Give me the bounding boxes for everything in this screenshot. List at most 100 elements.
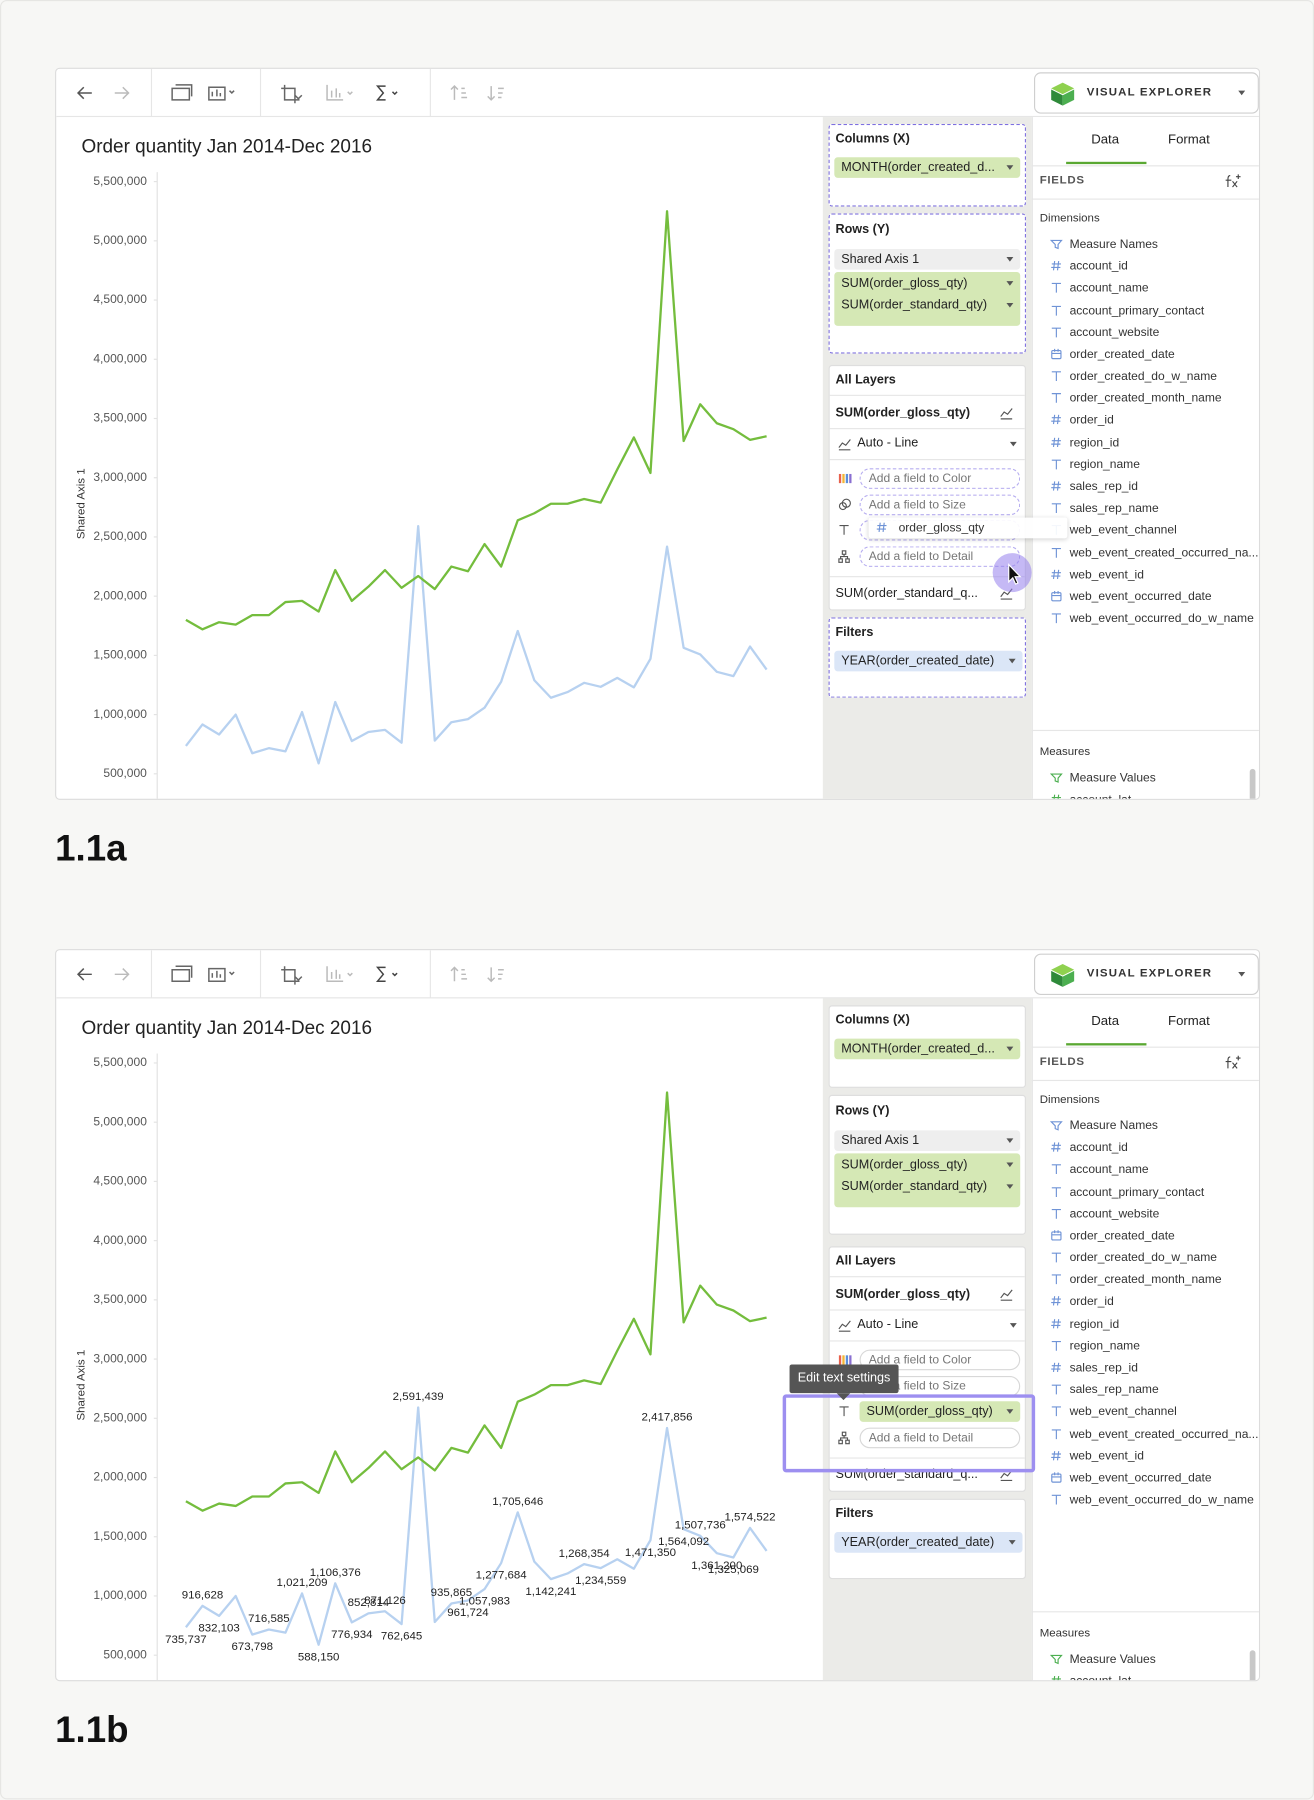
pill-text[interactable]: MONTH(order_created_d... — [841, 160, 995, 175]
pane-tab[interactable]: Data — [1091, 133, 1120, 147]
field-pill[interactable]: SUM(order_standard_qty) — [834, 1176, 1020, 1197]
field-item[interactable]: sales_rep_id — [1069, 1361, 1138, 1375]
separator — [829, 1276, 1025, 1278]
field-item[interactable]: region_name — [1069, 457, 1140, 472]
pill-text[interactable]: Shared Axis 1 — [841, 252, 920, 267]
field-item[interactable]: Measure Names — [1069, 237, 1158, 252]
y-axis-title: Shared Axis 1 — [76, 1350, 88, 1421]
field-item[interactable]: order_created_do_w_name — [1069, 369, 1217, 384]
filter-pill[interactable]: YEAR(order_created_date) — [834, 1532, 1023, 1553]
data-label: 2,591,439 — [393, 1391, 444, 1403]
field-item[interactable]: account_name — [1069, 281, 1149, 296]
caret-shape — [1006, 257, 1014, 262]
toolbar-button — [281, 84, 303, 104]
field-item[interactable]: sales_rep_name — [1069, 1383, 1159, 1397]
field-item[interactable]: web_event_channel — [1069, 523, 1177, 538]
field-item[interactable]: web_event_created_occurred_na... — [1069, 1427, 1259, 1441]
app-switcher[interactable]: VISUAL EXPLORER — [1033, 72, 1259, 114]
pill-text[interactable]: SUM(order_gloss_qty) — [841, 276, 968, 291]
field-item[interactable]: order_id — [1069, 413, 1114, 428]
field-item[interactable]: account_primary_contact — [1069, 303, 1205, 318]
pill-text[interactable]: SUM(order_standard_qty) — [841, 298, 988, 313]
pill-text[interactable]: SUM(order_standard_qty) — [841, 1179, 988, 1194]
drop-slot[interactable]: Add a field to Detail — [859, 546, 1021, 568]
dropdown-caret — [1006, 1138, 1014, 1144]
field-item[interactable]: order_created_month_name — [1069, 1272, 1222, 1287]
pill-text[interactable]: SUM(order_gloss_qty) — [866, 1405, 993, 1419]
field-item[interactable]: web_event_channel — [1069, 1405, 1177, 1419]
separator — [829, 1309, 1025, 1311]
field-item[interactable]: account_primary_contact — [1069, 1184, 1205, 1199]
icon-strokes — [1051, 1450, 1061, 1461]
mark-type[interactable]: Auto - Line — [857, 436, 919, 450]
drop-slot[interactable]: Add a field to Color — [859, 1349, 1021, 1371]
mark-icon — [1000, 1469, 1013, 1481]
size-icon — [838, 498, 851, 510]
field-item[interactable]: sales_rep_name — [1069, 501, 1159, 516]
mark-type[interactable]: Auto - Line — [857, 1317, 919, 1332]
field-item[interactable]: order_created_month_name — [1069, 391, 1222, 406]
field-item[interactable]: account_website — [1069, 325, 1160, 340]
field-pill[interactable]: MONTH(order_created_d... — [834, 157, 1021, 178]
drop-slot[interactable]: Add a field to Color — [859, 468, 1021, 489]
field-item[interactable]: account_id — [1069, 1140, 1128, 1155]
field-item[interactable]: order_id — [1069, 1294, 1114, 1309]
icon-part — [1051, 503, 1061, 514]
layer-name[interactable]: SUM(order_standard_q... — [835, 586, 978, 601]
axis-pill[interactable]: Shared Axis 1 — [834, 1130, 1021, 1152]
pane-tab[interactable]: Data — [1091, 1014, 1120, 1029]
field-item[interactable]: account_id — [1069, 259, 1128, 274]
drop-slot[interactable]: Add a field to Detail — [859, 1427, 1021, 1449]
field-pill[interactable]: SUM(order_standard_qty) — [834, 295, 1020, 316]
field-item[interactable]: web_event_occurred_date — [1069, 589, 1212, 604]
app-switcher[interactable]: VISUAL EXPLORER — [1033, 953, 1259, 995]
layer-name[interactable]: SUM(order_gloss_qty) — [835, 1287, 971, 1302]
pane-tab[interactable]: Format — [1168, 1014, 1210, 1029]
pill-text[interactable]: SUM(order_gloss_qty) — [841, 1157, 968, 1172]
field-item[interactable]: region_name — [1069, 1339, 1140, 1353]
drag-chip: order_gloss_qty — [868, 517, 1068, 539]
field-item[interactable]: order_created_date — [1069, 1228, 1175, 1243]
pane-tab[interactable]: Format — [1168, 133, 1210, 147]
field-item[interactable]: web_event_id — [1069, 1449, 1144, 1463]
field-item[interactable]: account_website — [1069, 1206, 1160, 1221]
field-item[interactable]: web_event_id — [1069, 567, 1144, 582]
field-item[interactable]: account_name — [1069, 1162, 1149, 1177]
icon-part — [845, 473, 849, 484]
field-item[interactable]: order_created_do_w_name — [1069, 1250, 1217, 1265]
icon-part — [876, 522, 887, 532]
filter-pill[interactable]: YEAR(order_created_date) — [834, 650, 1023, 672]
field-pill[interactable]: SUM(order_gloss_qty) — [834, 1154, 1020, 1175]
field-item[interactable]: Measure Names — [1069, 1118, 1158, 1133]
field-item[interactable]: web_event_occurred_do_w_name — [1069, 1493, 1254, 1507]
field-item[interactable]: order_created_date — [1069, 347, 1175, 362]
drop-slot[interactable]: Add a field to Size — [859, 494, 1021, 515]
y-tick-label: 3,500,000 — [93, 411, 147, 425]
pill-text[interactable]: Shared Axis 1 — [841, 1133, 920, 1148]
text-icon — [1051, 503, 1061, 514]
field-item[interactable]: account_lat — [1070, 792, 1132, 799]
data-pane — [1031, 117, 1259, 799]
field-item[interactable]: account_lat — [1070, 1673, 1132, 1681]
icon-strokes — [1051, 1164, 1061, 1175]
field-item[interactable]: sales_rep_id — [1069, 479, 1138, 494]
field-item[interactable]: web_event_occurred_do_w_name — [1069, 611, 1254, 626]
layer-name[interactable]: SUM(order_gloss_qty) — [835, 406, 971, 421]
field-item[interactable]: web_event_occurred_date — [1069, 1471, 1212, 1485]
pill-text[interactable]: YEAR(order_created_date) — [841, 1535, 995, 1550]
field-item[interactable]: web_event_created_occurred_na... — [1069, 545, 1259, 560]
field-item[interactable]: region_id — [1069, 435, 1120, 450]
field-item[interactable]: region_id — [1069, 1316, 1120, 1331]
separator — [1031, 1079, 1259, 1082]
field-pill[interactable]: SUM(order_gloss_qty) — [859, 1401, 1021, 1423]
field-item[interactable]: Measure Values — [1069, 771, 1156, 785]
field-item[interactable]: Measure Values — [1069, 1652, 1156, 1667]
field-pill[interactable]: MONTH(order_created_d... — [834, 1038, 1021, 1060]
pill-text[interactable]: MONTH(order_created_d... — [841, 1042, 995, 1056]
date-icon — [1051, 1230, 1062, 1241]
pill-text[interactable]: YEAR(order_created_date) — [841, 654, 995, 668]
axis-pill[interactable]: Shared Axis 1 — [834, 249, 1021, 270]
dropdown-caret — [1006, 1046, 1014, 1052]
field-pill[interactable]: SUM(order_gloss_qty) — [834, 273, 1020, 294]
icon-strokes — [1051, 415, 1061, 425]
